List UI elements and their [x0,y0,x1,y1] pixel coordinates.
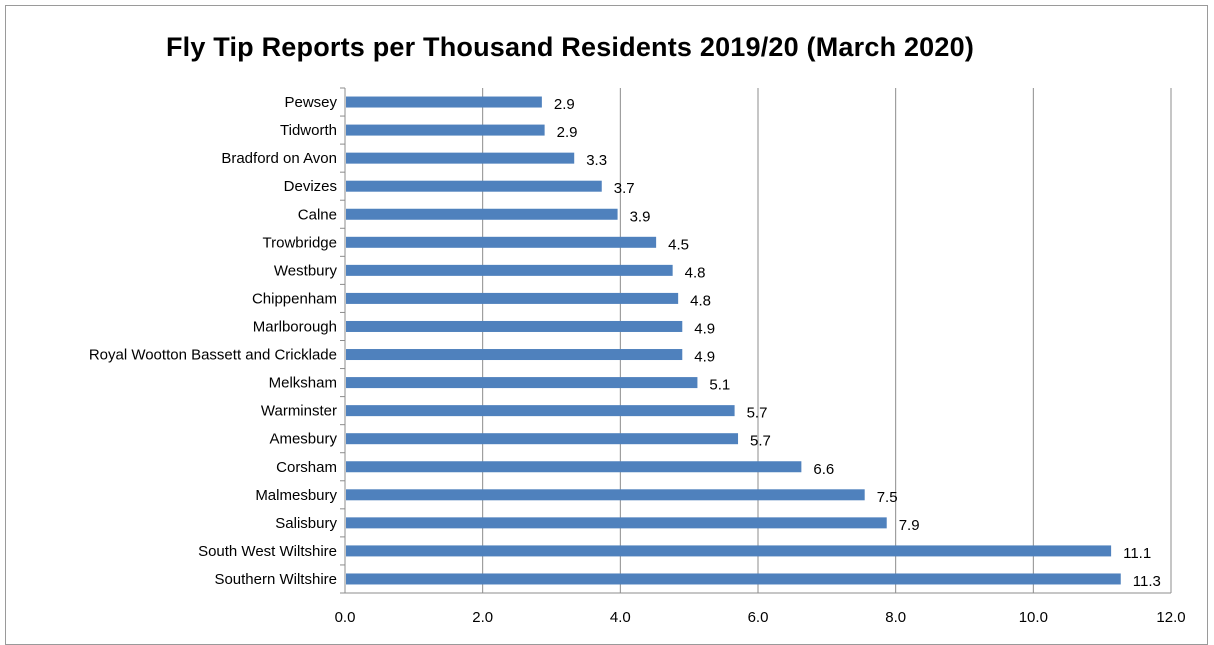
data-label: 4.8 [685,264,706,281]
category-label: Bradford on Avon [221,150,337,167]
bar [346,433,739,445]
category-label: South West Wiltshire [198,543,337,560]
bar [346,264,673,276]
x-tick-label: 12.0 [1156,609,1185,626]
category-label: Melksham [269,375,337,392]
x-tick-label: 4.0 [610,609,631,626]
x-tick-label: 6.0 [748,609,769,626]
data-label: 4.8 [690,292,711,309]
bar [346,180,602,192]
category-label: Southern Wiltshire [214,571,337,588]
bar [346,489,865,501]
bar [346,349,683,361]
bar [346,545,1112,557]
bar [346,461,802,473]
chart-title: Fly Tip Reports per Thousand Residents 2… [165,32,975,62]
category-label: Tidworth [280,122,337,139]
data-label: 6.6 [813,461,834,478]
category-label: Devizes [284,178,337,195]
category-label: Calne [298,206,337,223]
category-label: Malmesbury [255,487,337,504]
bar [346,152,575,164]
category-label: Pewsey [284,94,337,111]
category-label: Marlborough [253,318,337,335]
data-label: 7.5 [877,489,898,506]
data-label: 5.7 [747,405,768,422]
category-label: Royal Wootton Bassett and Cricklade [89,347,337,364]
data-label: 4.9 [694,349,715,366]
bar [346,124,545,136]
bar [346,208,618,220]
data-label: 5.1 [709,377,730,394]
category-label: Chippenham [252,290,337,307]
bar [346,292,679,304]
data-label: 11.1 [1123,545,1151,562]
category-label: Warminster [261,403,337,420]
data-label: 2.9 [554,96,575,113]
category-label: Corsham [276,459,337,476]
data-label: 3.9 [630,208,651,225]
data-label: 3.7 [614,180,635,197]
bar [346,405,735,417]
x-tick-label: 0.0 [335,609,356,626]
x-tick-label: 10.0 [1019,609,1048,626]
bar [346,517,887,529]
category-label: Trowbridge [263,234,337,251]
data-label: 7.9 [899,517,920,534]
bar [346,377,698,389]
x-tick-label: 2.0 [472,609,493,626]
data-label: 4.9 [694,320,715,337]
x-tick-label: 8.0 [885,609,906,626]
bar [346,236,657,248]
bar [346,573,1121,585]
bar [346,320,683,332]
data-label: 4.5 [668,236,689,253]
data-label: 11.3 [1133,573,1161,590]
bar [346,96,542,108]
data-label: 3.3 [586,152,607,169]
category-label: Amesbury [269,431,337,448]
data-label: 5.7 [750,433,771,450]
data-label: 2.9 [557,124,578,141]
category-label: Westbury [274,262,338,279]
category-label: Salisbury [275,515,337,532]
